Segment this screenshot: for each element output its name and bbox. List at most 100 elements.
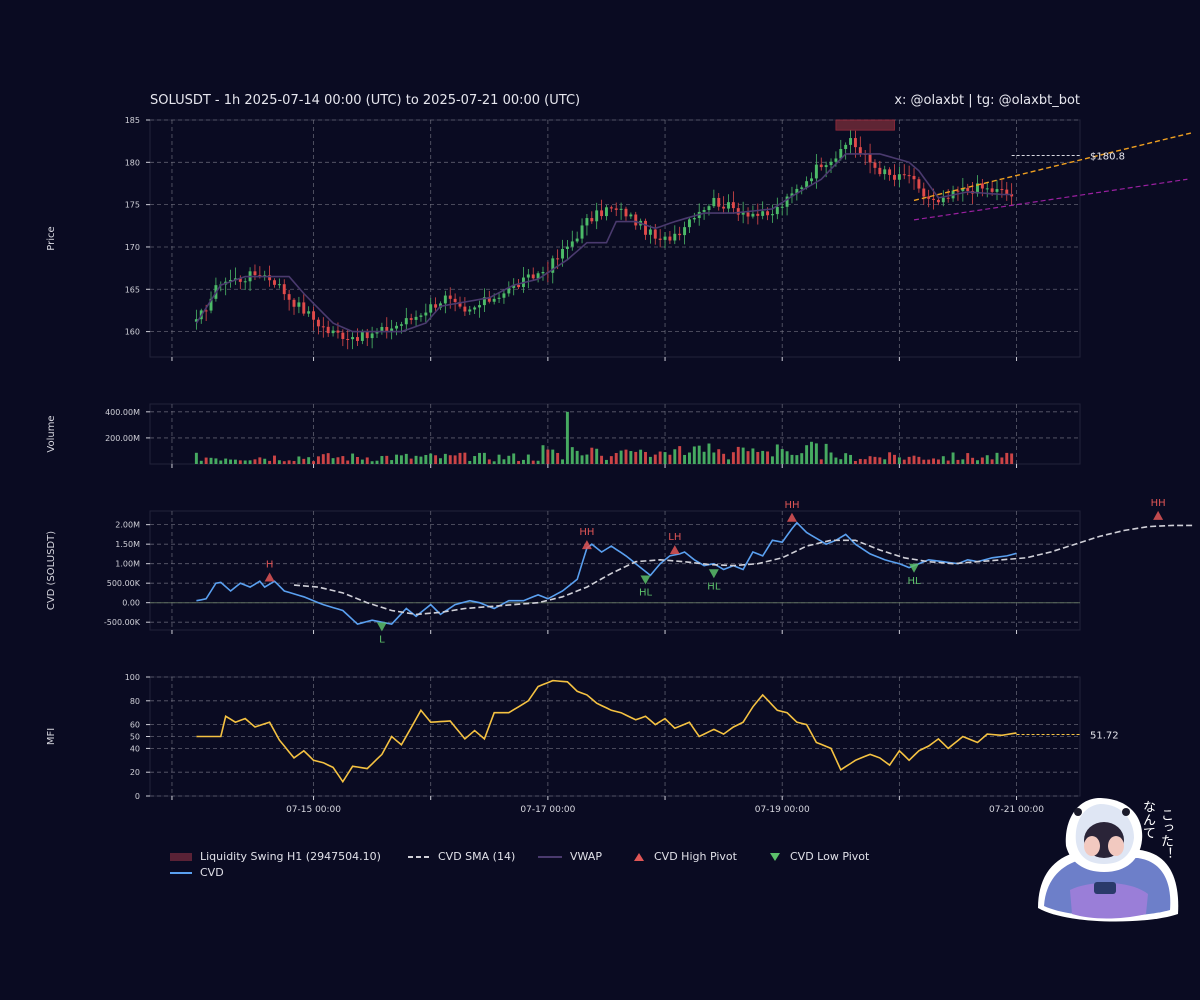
volume-bar [731,452,735,464]
candle-body [321,326,325,328]
volume-bar [409,458,413,464]
volume-bar [971,457,975,464]
candle-body [888,169,892,175]
volume-bar [697,445,701,464]
legend-liquidity: Liquidity Swing H1 (2947504.10) [170,850,381,863]
legend-vwap: VWAP [538,850,602,863]
volume-bar [219,460,223,464]
candle-body [238,278,242,282]
volume-bar [775,444,779,464]
volume-bar [893,454,896,464]
cvd-high-pivot-label: H [266,559,274,570]
candle-body [839,148,843,159]
volume-bar [936,459,940,464]
cvd-high-pivot-marker [669,545,680,555]
volume-bar [439,458,442,464]
candle-body [326,326,330,334]
volume-bar [268,460,272,464]
volume-ytick-label: 400.00M [105,408,140,417]
x-tick-label: 07-21 00:00 [989,805,1044,815]
candle-body [766,211,770,216]
volume-bar [863,459,867,464]
candle-body [492,298,496,302]
volume-bar [229,459,233,464]
candle-body [229,279,233,282]
volume-bar [341,456,345,464]
volume-bar [1005,452,1009,464]
volume-bar [878,457,882,464]
volume-bar [853,460,857,464]
volume-bar [824,443,828,464]
candle-body [1000,189,1004,191]
volume-bar [253,459,257,464]
candle-body [814,164,818,179]
candle-body [668,236,672,241]
candle-body [341,332,345,339]
candle-body [434,304,438,308]
volume-bar [492,461,496,464]
candle-body [429,304,433,313]
candle-body [356,337,359,341]
candle-body [780,206,784,208]
volume-bar [614,453,618,464]
candle-body [307,311,311,314]
volume-bar [248,460,252,464]
candle-body [561,248,564,259]
volume-bar [736,446,740,464]
sticker-text-1: こった！ [1158,808,1173,860]
volume-bar [497,454,501,464]
volume-bar [922,459,926,464]
candle-body [844,144,848,149]
chart-title: SOLUSDT - 1h 2025-07-14 00:00 (UTC) to 2… [150,93,581,108]
candle-body [795,188,799,194]
volume-bar [907,456,911,464]
cvd-low-pivot-label: HL [707,581,721,592]
candle-body [927,196,931,199]
volume-bar [443,453,447,464]
volume-bar [707,443,711,464]
volume-bar [321,454,325,464]
candle-body [395,325,398,329]
candle-body [619,208,623,210]
candle-body [707,206,711,211]
volume-bar [663,452,667,464]
candle-body [497,297,501,299]
volume-bar [463,452,467,464]
volume-bar [648,456,652,464]
candle-body [702,210,706,212]
candle-body [404,318,408,325]
volume-bar [634,451,638,464]
candle-body [302,302,306,314]
cvd-high-pivot-marker [264,572,275,582]
volume-bar [356,456,359,464]
candle-body [478,305,481,308]
volume-bar [976,460,979,464]
volume-bar [917,456,921,464]
candle-body [551,258,555,273]
volume-bar [849,454,853,464]
volume-bar [653,454,657,464]
volume-bar [639,449,643,464]
candle-body [644,220,647,235]
volume-bar [839,459,843,464]
volume-bar [941,456,945,464]
volume-bar [756,451,760,464]
price-ytick-label: 185 [125,116,140,125]
price-ytick-label: 180 [125,158,140,167]
volume-bar [668,454,672,464]
volume-bar [692,446,696,464]
volume-bar [526,454,530,464]
mfi-ytick-label: 0 [135,792,140,801]
candle-body [663,236,667,240]
candle-body [526,274,530,278]
legend-cvd-sma-label: CVD SMA (14) [438,850,516,863]
liquidity-zone [835,119,895,131]
volume-bar [199,460,203,464]
candle-body [902,174,906,176]
volume-ylabel: Volume [46,415,57,452]
volume-bar [966,453,970,464]
volume-bar [766,451,770,464]
volume-bar [1010,453,1014,464]
channel-upper-line [913,132,1193,202]
channel-lower-line [913,178,1188,221]
